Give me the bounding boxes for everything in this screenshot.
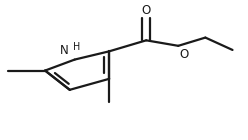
Text: N: N bbox=[60, 44, 68, 57]
Text: O: O bbox=[180, 48, 189, 61]
Text: H: H bbox=[73, 42, 81, 52]
Text: O: O bbox=[142, 4, 151, 17]
